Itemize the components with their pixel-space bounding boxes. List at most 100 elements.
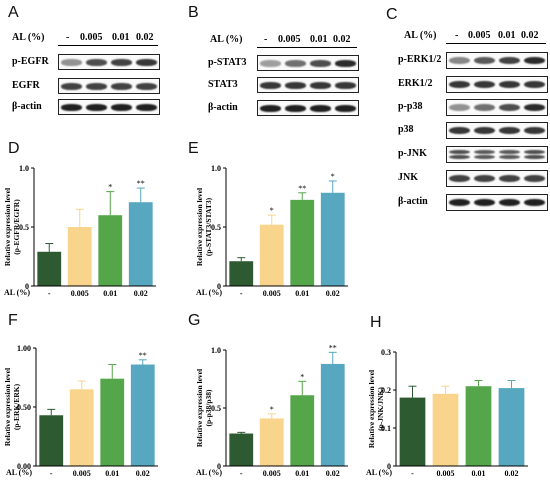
x-tick-label: 0.01 (295, 469, 309, 478)
blot-row-label: β-actin (398, 196, 428, 207)
bar (320, 192, 345, 286)
panel-letter-e: E (188, 140, 199, 157)
group-label: 0.01 (310, 34, 328, 45)
x-tick-label: 0.01 (105, 469, 119, 478)
treatment-header: AL (%) (210, 34, 243, 45)
y-tick-label: 1.0 (19, 164, 29, 173)
group-label: 0.01 (112, 32, 130, 43)
protein-band (335, 104, 356, 112)
protein-band (61, 103, 82, 111)
protein-band (310, 81, 331, 89)
y-tick-label: 0.1 (381, 424, 391, 433)
significance-mark: * (108, 183, 112, 192)
x-tick-label: - (240, 289, 243, 298)
y-tick-label: 0 (25, 282, 29, 291)
y-axis-label-ratio: (p-EGFR/EGFR) (12, 199, 21, 255)
protein-band (335, 59, 356, 67)
protein-band (499, 154, 520, 160)
protein-band (474, 174, 495, 183)
protein-band (499, 198, 520, 207)
y-tick-label: 0.50 (17, 403, 31, 412)
protein-band (524, 103, 545, 112)
header-divider (58, 45, 158, 46)
protein-band (499, 126, 520, 135)
band-strip (446, 52, 548, 69)
protein-band (449, 174, 470, 183)
protein-band (474, 198, 495, 207)
protein-band (260, 81, 281, 89)
protein-band (474, 154, 495, 160)
y-axis-label-ratio: (p-JNK/JNK) (376, 387, 385, 431)
x-tick-label: 0.01 (103, 289, 117, 298)
protein-band (449, 198, 470, 207)
blot-row-label: p38 (398, 124, 414, 135)
x-tick-label: 0.005 (71, 289, 89, 298)
y-tick-label: 1.0 (211, 346, 221, 355)
protein-band (474, 56, 495, 65)
treatment-header: AL (%) (404, 30, 437, 41)
protein-band (499, 56, 520, 65)
x-tick-label: 0.005 (263, 469, 281, 478)
band-strip (446, 76, 548, 93)
y-tick-label: 0 (387, 462, 391, 471)
protein-band (61, 58, 82, 66)
protein-band (310, 104, 331, 112)
x-axis-label: AL (%) (196, 288, 222, 297)
bar (259, 224, 284, 286)
protein-band (499, 174, 520, 183)
significance-mark: * (331, 172, 335, 181)
panel-letter-c: C (386, 6, 398, 23)
x-axis-label: AL (%) (6, 468, 32, 477)
y-tick-label: 1.00 (17, 344, 31, 353)
band-strip (446, 122, 548, 139)
y-tick-label: 0 (217, 282, 221, 291)
bar (229, 433, 254, 466)
x-axis-label: AL (%) (366, 468, 392, 477)
band-strip (257, 55, 359, 71)
protein-band (136, 82, 157, 90)
x-tick-label: 0.02 (326, 469, 340, 478)
group-label: 0.01 (498, 30, 516, 41)
bar (100, 378, 125, 466)
group-label: - (66, 32, 70, 43)
significance-mark: ** (139, 351, 147, 360)
band-strip (446, 194, 548, 211)
band-strip (58, 99, 160, 115)
blot-row-label: EGFR (12, 80, 40, 91)
panel-letter-h: H (370, 314, 382, 331)
group-label: 0.005 (468, 30, 491, 41)
y-tick-label: 0.3 (381, 348, 391, 357)
y-axis-label: Relative expression level (367, 370, 376, 448)
bar (399, 397, 426, 466)
x-tick-label: 0.005 (437, 469, 455, 478)
protein-band (285, 104, 306, 112)
bar (98, 215, 123, 286)
x-tick-label: 0.005 (73, 469, 91, 478)
bar (290, 199, 315, 286)
bar (37, 251, 62, 286)
protein-band (524, 56, 545, 65)
protein-band (499, 103, 520, 112)
protein-band (449, 154, 470, 160)
y-axis-label-ratio: (p-p38/p38) (204, 389, 213, 427)
band-strip (446, 99, 548, 116)
bar (320, 363, 345, 466)
protein-band (449, 80, 470, 89)
y-axis-label: Relative expression level (195, 188, 204, 266)
y-tick-label: 0.5 (19, 223, 29, 232)
blot-row-label: β-actin (12, 101, 42, 112)
bar (69, 389, 94, 466)
protein-band (285, 59, 306, 67)
protein-band (111, 58, 132, 66)
panel-letter-d: D (8, 140, 20, 157)
protein-band (524, 154, 545, 160)
x-axis-label: AL (%) (4, 288, 30, 297)
y-axis-label-ratio: (p-STAT3/STAT3) (204, 197, 213, 256)
protein-band (111, 103, 132, 111)
group-label: 0.005 (278, 34, 301, 45)
y-axis-label: Relative expression level (3, 188, 12, 266)
group-label: 0.02 (333, 34, 351, 45)
group-label: 0.02 (136, 32, 154, 43)
protein-band (86, 58, 107, 66)
protein-band (449, 149, 470, 155)
